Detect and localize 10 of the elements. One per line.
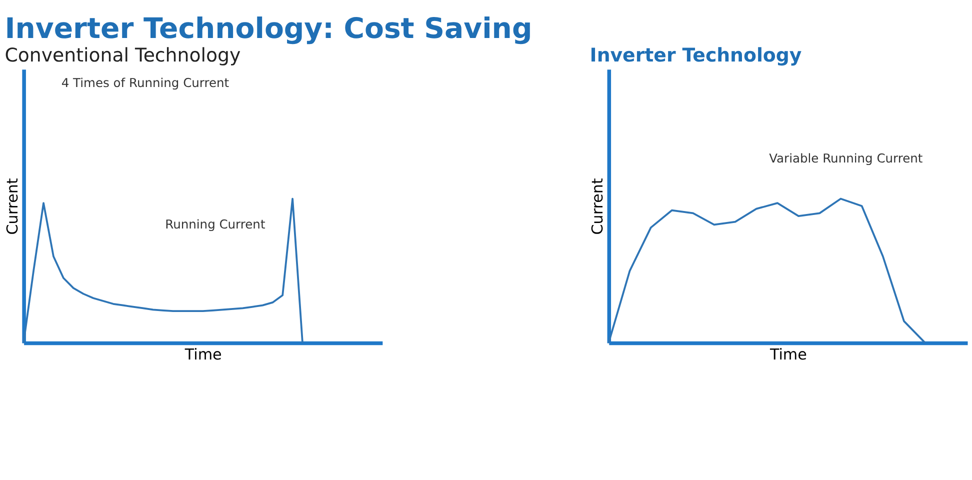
- chart-title: Inverter Technology: Cost Saving: [4, 12, 532, 45]
- x-axis-title: Time: [184, 345, 222, 364]
- y-axis-title: Current: [3, 178, 22, 235]
- text: Variable Running Current: [769, 152, 923, 166]
- annotation: Running Current: [165, 218, 266, 232]
- y-axis-title: Current: [588, 178, 607, 235]
- text: 4 Times of Running Current: [61, 76, 230, 90]
- chart-title: Inverter Technology: [590, 44, 802, 67]
- x-axis-title: Time: [769, 345, 807, 364]
- chart-subtitle: Conventional Technology: [4, 44, 241, 67]
